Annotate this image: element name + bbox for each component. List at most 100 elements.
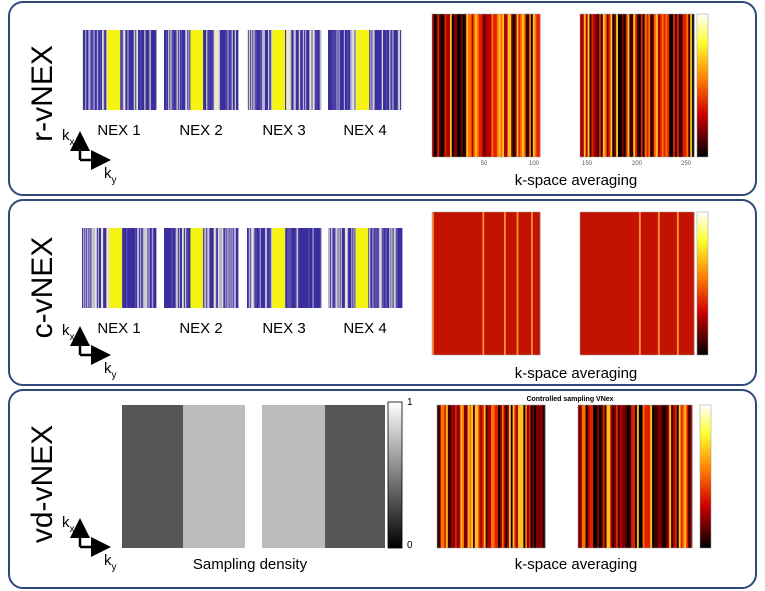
- stripe: [152, 228, 155, 308]
- heatmap-column: [673, 14, 676, 157]
- stripe: [247, 228, 249, 308]
- heatmap-column: [466, 212, 469, 355]
- heatmap-frame: [579, 211, 695, 356]
- stripe: [332, 30, 334, 110]
- heatmap-column: [471, 405, 474, 548]
- stripe: [284, 228, 286, 308]
- density-band: [183, 405, 245, 548]
- heatmap-column: [451, 212, 454, 355]
- heatmap-column: [500, 14, 503, 157]
- stripe: [144, 30, 146, 110]
- heatmap-column: [612, 405, 615, 548]
- stripe: [372, 30, 374, 110]
- panel-border: [8, 389, 757, 589]
- heatmap-column: [522, 14, 525, 157]
- image-label: NEX 2: [179, 122, 222, 139]
- stripe: [192, 30, 194, 110]
- stripe: [231, 30, 234, 110]
- stripe: [179, 30, 182, 110]
- stripe: [378, 228, 381, 308]
- stripe: [190, 30, 192, 110]
- stripe: [201, 228, 203, 308]
- stripe: [211, 30, 214, 110]
- stripe: [197, 30, 200, 110]
- stripe: [98, 30, 101, 110]
- stripe: [266, 30, 268, 110]
- stripe: [287, 30, 289, 110]
- heatmap-column: [516, 14, 519, 157]
- heatmap-column: [482, 405, 485, 548]
- stripe: [226, 228, 228, 308]
- heatmap-column: [591, 212, 594, 355]
- stripe: [331, 30, 333, 110]
- heatmap-column: [529, 212, 532, 355]
- stripe: [388, 30, 390, 110]
- stripe: [191, 228, 193, 308]
- stripe: [82, 228, 84, 308]
- stripe: [227, 30, 229, 110]
- heatmap-column: [610, 14, 613, 157]
- stripe: [199, 30, 202, 110]
- heatmap-column: [534, 212, 537, 355]
- heatmap-column: [462, 212, 465, 355]
- stripe: [194, 228, 197, 308]
- stripe: [248, 30, 250, 110]
- stripe: [141, 30, 143, 110]
- stripe: [400, 228, 403, 308]
- stripe: [261, 30, 264, 110]
- row-label: vd-vNEX: [26, 425, 59, 543]
- heatmap-column: [600, 212, 604, 355]
- heatmap-column: [581, 405, 585, 548]
- heatmap-column: [534, 14, 537, 157]
- stripe: [109, 228, 111, 308]
- stripe: [294, 30, 297, 110]
- heatmap-column: [597, 212, 600, 355]
- stripe: [295, 228, 298, 308]
- heatmap-column: [519, 405, 522, 548]
- heatmap-column: [648, 212, 651, 355]
- stripe: [142, 30, 144, 110]
- stripe: [140, 228, 142, 308]
- heatmap-column: [475, 14, 478, 157]
- heatmap-column: [616, 405, 619, 548]
- heatmap-column: [595, 405, 598, 548]
- heatmap-column: [507, 405, 510, 548]
- stripe: [133, 228, 136, 308]
- heatmap-column: [514, 405, 517, 548]
- stripe: [299, 30, 302, 110]
- heatmap-column: [585, 14, 588, 157]
- stripe: [212, 228, 215, 308]
- heatmap-column: [473, 212, 476, 355]
- stripe: [96, 228, 99, 308]
- stripe: [270, 30, 272, 110]
- heatmap-column: [493, 212, 496, 355]
- heatmap-column: [659, 405, 662, 548]
- heatmap-column: [682, 212, 685, 355]
- stripe: [338, 30, 341, 110]
- stripe: [165, 228, 167, 308]
- panel-border: [8, 199, 757, 386]
- stripe: [151, 228, 154, 308]
- heatmap-column: [585, 405, 588, 548]
- heatmap-column: [604, 405, 607, 548]
- stripe: [198, 30, 201, 110]
- stripe: [212, 30, 215, 110]
- stripe: [359, 30, 362, 110]
- stripe: [260, 228, 263, 308]
- heatmap-column: [489, 405, 492, 548]
- stripe: [178, 30, 181, 110]
- heatmap-column: [433, 14, 436, 157]
- axis-label-base: k: [104, 165, 112, 182]
- stripe: [97, 30, 100, 110]
- stripe: [94, 30, 97, 110]
- stripe: [223, 30, 225, 110]
- stripe: [143, 30, 145, 110]
- stripe: [88, 30, 90, 110]
- stripe: [333, 30, 335, 110]
- stripe: [180, 228, 183, 308]
- stripe: [139, 30, 141, 110]
- heatmap-column: [466, 14, 469, 157]
- stripe: [263, 30, 266, 110]
- heatmap-column: [518, 212, 521, 355]
